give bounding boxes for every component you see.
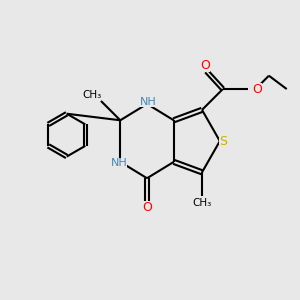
Text: CH₃: CH₃ (192, 198, 212, 208)
Text: S: S (219, 135, 227, 148)
Text: O: O (200, 59, 210, 72)
Text: NH: NH (140, 98, 157, 107)
Text: O: O (142, 202, 152, 214)
Text: O: O (253, 82, 262, 96)
Text: CH₃: CH₃ (82, 90, 102, 100)
Text: NH: NH (110, 158, 127, 168)
